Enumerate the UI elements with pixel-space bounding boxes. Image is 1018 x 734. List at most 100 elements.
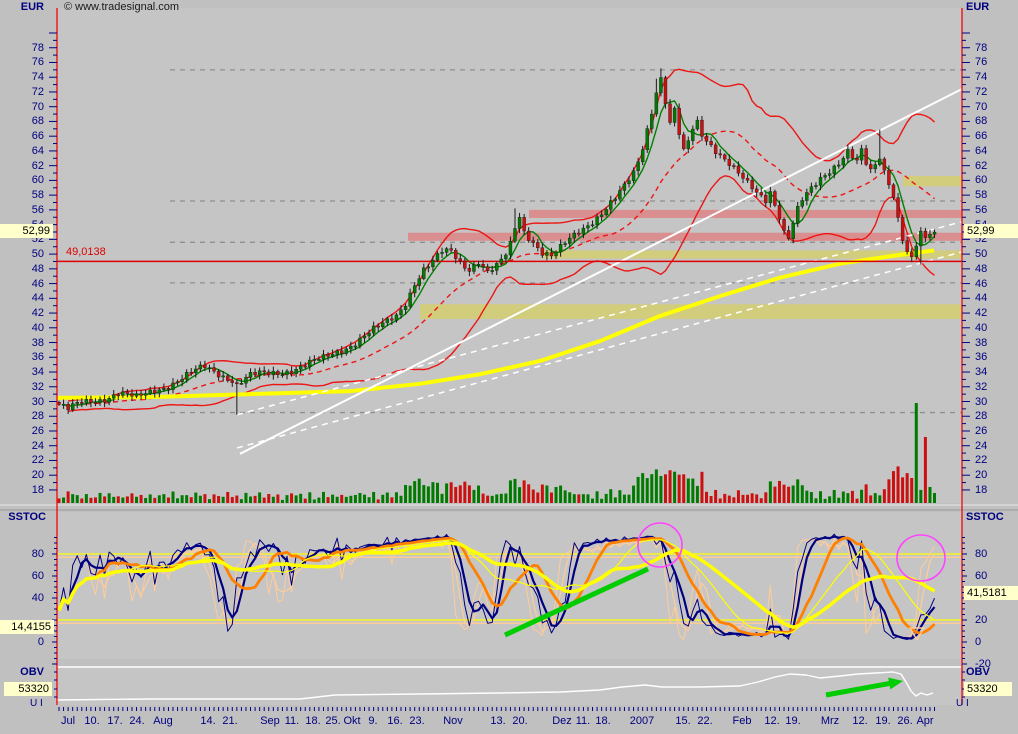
- candlestick: [887, 169, 891, 186]
- volume-bar: [568, 492, 572, 503]
- price-tick-label: 20: [31, 469, 44, 482]
- volume-bar: [344, 496, 348, 503]
- volume-bar: [604, 493, 608, 503]
- candlestick: [640, 149, 645, 163]
- volume-bar: [463, 481, 467, 503]
- candlestick: [271, 371, 276, 376]
- volume-bar: [353, 494, 357, 503]
- time-tick-label: 12.: [852, 715, 868, 727]
- volume-bar: [673, 471, 677, 503]
- candlestick: [495, 263, 499, 271]
- candlestick: [504, 254, 508, 260]
- sstoc-tick-label: 80: [31, 548, 44, 560]
- price-tick-label: 62: [31, 159, 44, 172]
- price-tick-label: 76: [31, 56, 44, 69]
- volume-bar: [773, 486, 777, 503]
- price-tick-label: 48: [31, 262, 44, 275]
- volume-bar: [659, 476, 663, 503]
- triangle-marker: [908, 627, 926, 642]
- candlestick: [618, 190, 622, 200]
- time-tick-label: 14.: [200, 715, 216, 727]
- candlestick: [841, 158, 846, 166]
- volume-bar: [508, 480, 512, 503]
- volume-bar: [431, 482, 435, 503]
- volume-bar: [404, 484, 408, 503]
- volume-bar: [577, 494, 581, 503]
- price-axis-title-left: EUR: [20, 1, 44, 13]
- candlestick: [568, 237, 572, 244]
- price-tick-label: 74: [31, 71, 44, 84]
- volume-bar: [819, 491, 823, 503]
- obv-badge-right: 53320: [964, 682, 1012, 696]
- candlestick: [517, 217, 522, 229]
- candlestick: [773, 191, 777, 206]
- volume-bar: [869, 495, 873, 503]
- corner-text-right: U I: [956, 698, 969, 709]
- candlestick: [586, 225, 590, 229]
- time-tick-label: Feb: [732, 715, 752, 727]
- sstoc-panel[interactable]: [57, 533, 962, 642]
- volume-bar: [57, 498, 61, 503]
- price-tick-label: 24: [31, 439, 44, 452]
- candlestick: [312, 359, 317, 361]
- volume-bar: [153, 497, 157, 503]
- price-tick-label: 26: [975, 424, 988, 437]
- candlestick: [599, 214, 604, 217]
- volume-bar: [290, 493, 294, 503]
- price-tick-label: 64: [31, 144, 44, 157]
- candlestick: [627, 180, 631, 185]
- candlestick: [905, 240, 909, 252]
- price-tick-label: 30: [975, 395, 988, 408]
- volume-bar: [896, 466, 900, 503]
- candlestick: [718, 153, 722, 156]
- candlestick: [732, 165, 736, 167]
- corner-text-left: U I: [30, 698, 43, 709]
- price-tick-label: 56: [975, 203, 988, 216]
- candlestick: [759, 192, 763, 196]
- volume-bar: [814, 498, 818, 503]
- candlestick: [654, 92, 659, 115]
- volume-bar: [271, 496, 275, 503]
- volume-bar: [636, 476, 640, 503]
- price-tick-label: 78: [31, 41, 44, 54]
- candlestick: [458, 258, 462, 262]
- price-panel[interactable]: [57, 68, 962, 503]
- watermark: © www.tradesignal.com: [64, 1, 180, 13]
- volume-bar: [121, 497, 125, 503]
- obv-panel[interactable]: [57, 671, 934, 701]
- candlestick: [230, 380, 234, 383]
- price-tick-label: 44: [975, 292, 988, 305]
- time-tick-label: 22.: [697, 715, 713, 727]
- volume-bar: [490, 495, 494, 503]
- time-tick-label: Sep: [260, 715, 280, 727]
- volume-bar: [746, 494, 750, 503]
- volume-bar: [166, 497, 170, 503]
- candlestick: [125, 391, 130, 394]
- volume-bar: [367, 497, 371, 503]
- annotation-circle: [637, 522, 683, 568]
- volume-bar: [741, 494, 745, 503]
- volume-bar: [381, 494, 385, 503]
- candlestick: [768, 191, 773, 204]
- volume-bar: [714, 489, 718, 503]
- volume-bar: [385, 492, 389, 503]
- candlestick: [622, 183, 627, 191]
- price-tick-label: 78: [975, 41, 988, 54]
- candlestick: [203, 364, 207, 368]
- candlestick: [276, 371, 280, 375]
- volume-bar: [837, 497, 841, 503]
- time-tick-label: 11.: [284, 715, 300, 727]
- volume-bar: [221, 496, 225, 503]
- candlestick: [832, 165, 836, 174]
- volume-bar: [226, 491, 230, 503]
- volume-bar: [203, 494, 207, 503]
- candlestick: [868, 164, 873, 170]
- volume-bar: [426, 486, 430, 503]
- volume-bar: [467, 485, 471, 503]
- obv-title-left: OBV: [20, 666, 44, 678]
- volume-bar: [663, 474, 667, 503]
- price-tick-label: 68: [31, 115, 44, 128]
- volume-bar: [267, 493, 271, 503]
- candlestick: [827, 173, 832, 176]
